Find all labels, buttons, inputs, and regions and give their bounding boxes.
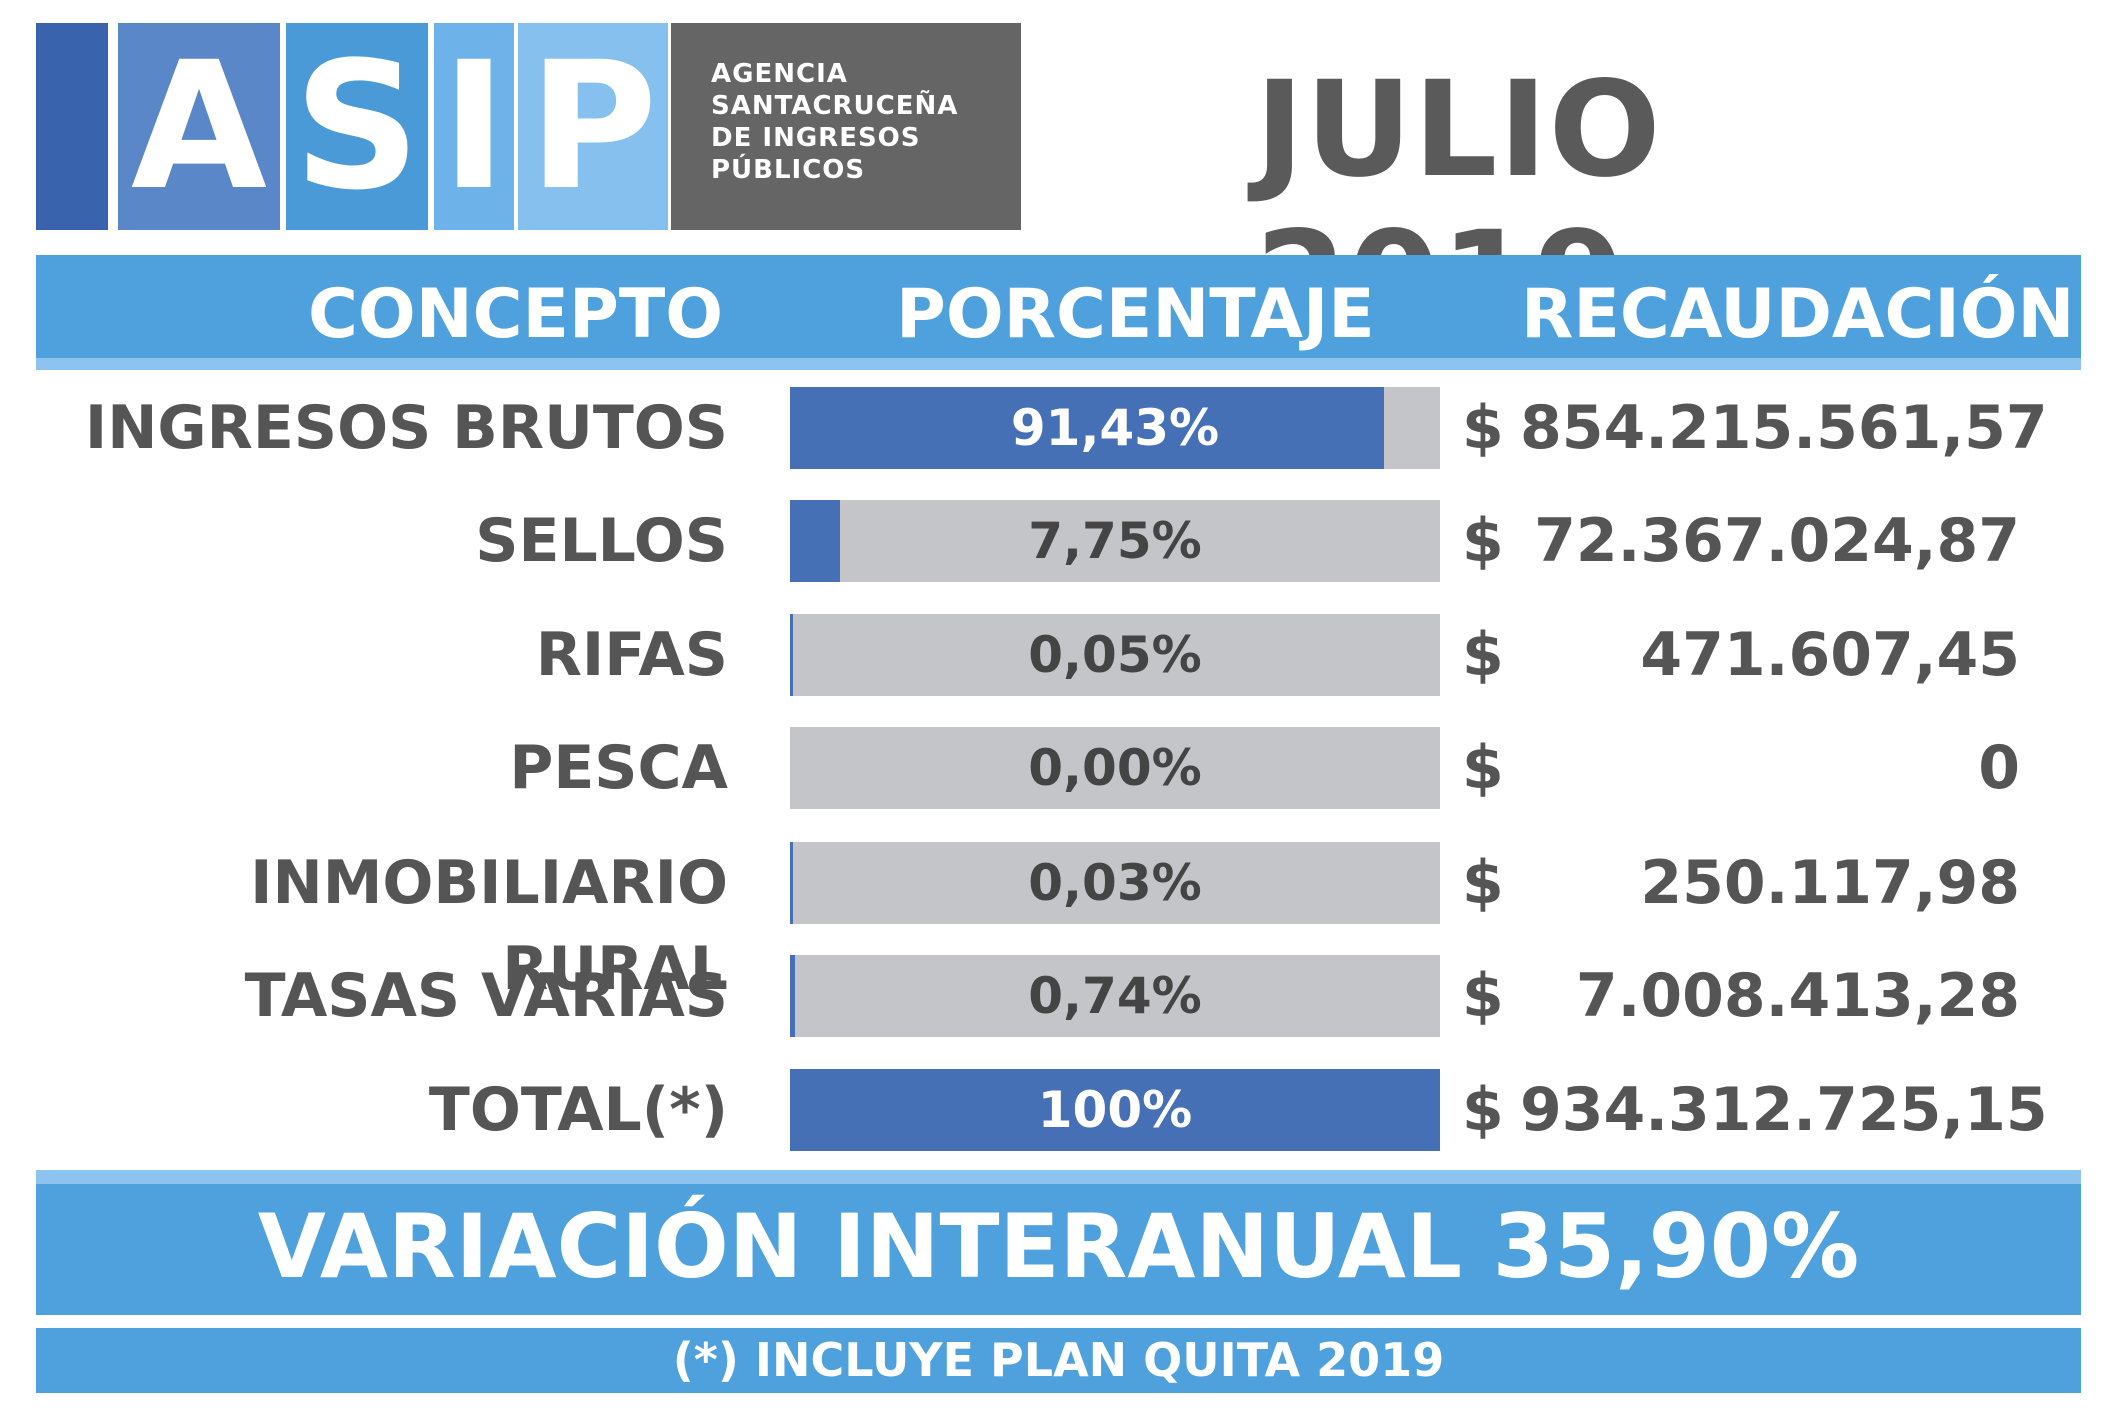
concept-label: TOTAL(*) <box>428 1075 728 1145</box>
table-row: INMOBILIARIO RURAL 0,03% $250.117,98 <box>0 840 2117 1004</box>
currency-symbol: $ <box>1462 848 1504 918</box>
percent-bar: 0,05% <box>790 614 1440 696</box>
percent-bar: 0,03% <box>790 842 1440 924</box>
logo-letter-i: I <box>434 23 514 230</box>
percent-bar-fill <box>790 955 795 1037</box>
asip-logo: A S I P AGENCIA SANTACRUCEÑA DE INGRESOS… <box>36 23 1021 230</box>
amount-value: 854.215.561,57 <box>1520 393 2048 463</box>
agency-line-1: AGENCIA <box>711 59 848 89</box>
agency-line-2: SANTACRUCEÑA <box>711 91 959 121</box>
table-header: CONCEPTO PORCENTAJE RECAUDACIÓN <box>36 255 2081 370</box>
percent-bar: 0,74% <box>790 955 1440 1037</box>
percent-bar-fill <box>790 500 841 582</box>
agency-line-3: DE INGRESOS <box>711 123 921 153</box>
variation-banner: VARIACIÓN INTERANUAL 35,90% <box>36 1170 2081 1315</box>
header-recaudacion: RECAUDACIÓN <box>1521 275 2075 354</box>
logo-letter-s: S <box>286 23 428 230</box>
currency-symbol: $ <box>1462 620 1504 690</box>
percent-label: 0,74% <box>1028 967 1202 1025</box>
agency-line-4: PÚBLICOS <box>711 155 866 185</box>
amount-value: 250.117,98 <box>1640 848 2020 918</box>
percent-label: 0,03% <box>1028 854 1202 912</box>
amount-value: 0 <box>1978 733 2020 803</box>
percent-bar: 7,75% <box>790 500 1440 582</box>
table-row: TOTAL(*) 100% $934.312.725,15 <box>0 1067 2117 1153</box>
table-row: SELLOS 7,75% $72.367.024,87 <box>0 498 2117 584</box>
percent-label: 91,43% <box>1010 399 1220 457</box>
footnote: (*) INCLUYE PLAN QUITA 2019 <box>36 1328 2081 1393</box>
percent-label: 0,05% <box>1028 626 1202 684</box>
percent-label: 0,00% <box>1028 739 1202 797</box>
logo-letter-a: A <box>118 23 280 230</box>
percent-bar: 0,00% <box>790 727 1440 809</box>
amount-value: 471.607,45 <box>1640 620 2020 690</box>
concept-label: INMOBILIARIO RURAL <box>250 848 728 1004</box>
logo-letter-p: P <box>518 23 668 230</box>
percent-bar: 100% <box>790 1069 1440 1151</box>
agency-name: AGENCIA SANTACRUCEÑA DE INGRESOS PÚBLICO… <box>671 23 1021 230</box>
percent-bar-fill <box>790 1069 1440 1151</box>
concept-label: PESCA <box>509 733 728 803</box>
currency-symbol: $ <box>1462 506 1504 576</box>
table-row: INGRESOS BRUTOS 91,43% $854.215.561,57 <box>0 385 2117 471</box>
amount-value: 934.312.725,15 <box>1520 1075 2048 1145</box>
currency-symbol: $ <box>1462 733 1504 803</box>
currency-symbol: $ <box>1462 961 1504 1031</box>
percent-bar-fill <box>790 387 1385 469</box>
table-row: TASAS VARIAS 0,74% $7.008.413,28 <box>0 953 2117 1039</box>
logo-stripe <box>36 23 108 230</box>
percent-bar-fill <box>790 842 793 924</box>
percent-bar-fill <box>790 614 793 696</box>
table-row: RIFAS 0,05% $471.607,45 <box>0 612 2117 698</box>
concept-label: RIFAS <box>535 620 728 690</box>
percent-label: 7,75% <box>1028 512 1202 570</box>
amount-value: 7.008.413,28 <box>1575 961 2020 1031</box>
amount-value: 72.367.024,87 <box>1534 506 2020 576</box>
currency-symbol: $ <box>1462 1075 1504 1145</box>
percent-label: 100% <box>1037 1081 1193 1139</box>
table-row: PESCA 0,00% $0 <box>0 725 2117 811</box>
concept-label: TASAS VARIAS <box>244 961 728 1031</box>
concept-label: SELLOS <box>475 506 728 576</box>
currency-symbol: $ <box>1462 393 1504 463</box>
concept-label: INGRESOS BRUTOS <box>84 393 728 463</box>
header-porcentaje: PORCENTAJE <box>896 275 1375 354</box>
header-concepto: CONCEPTO <box>308 275 724 354</box>
percent-bar: 91,43% <box>790 387 1440 469</box>
